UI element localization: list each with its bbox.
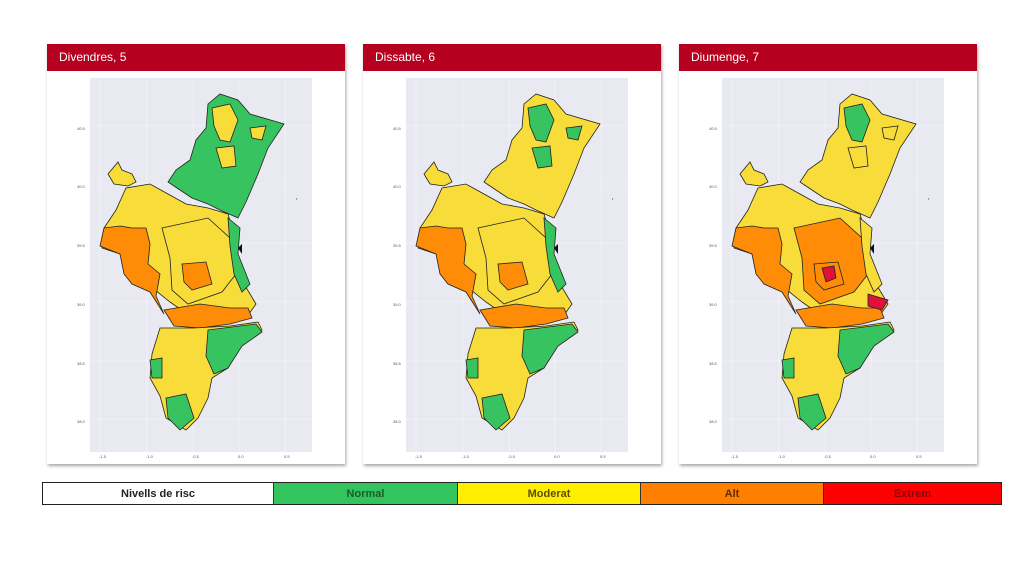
map-region-extreme [821,265,889,311]
panel-day-title: Dissabte, 6 [363,44,661,71]
map-region-north_extra [215,125,267,169]
map-region-island [107,161,137,187]
x-tick-label: -0.5 [192,454,199,459]
y-tick-label: 40.5 [77,126,85,131]
svg-text:r: r [612,196,614,201]
x-tick-label: 0.0 [238,454,244,459]
map-region-west_big [731,225,797,315]
valencia-map: r [406,78,628,452]
map-region-center_hot [181,261,213,291]
valencia-map: r [90,78,312,452]
y-tick-label: 40.0 [709,184,717,189]
x-tick-label: 0.5 [600,454,606,459]
y-tick-label: 39.5 [393,243,401,248]
forecast-map-panel-2: Dissabte, 6 [363,44,661,464]
x-tick-label: 0.5 [916,454,922,459]
y-tick-label: 39.0 [77,302,85,307]
risk-map-plot: r [90,78,312,452]
y-tick-label: 40.5 [709,126,717,131]
svg-text:r: r [928,196,930,201]
x-tick-label: -1.0 [778,454,785,459]
map-region-north_inner [843,103,871,143]
x-tick-label: -1.5 [99,454,106,459]
legend-moderat: Moderat [458,483,641,504]
y-tick-label: 38.5 [393,361,401,366]
map-region-center [161,217,237,305]
x-tick-label: -0.5 [824,454,831,459]
valencia-map: r [722,78,944,452]
map-region-south_green [465,323,579,431]
x-tick-label: -1.0 [462,454,469,459]
panel-day-title: Divendres, 5 [47,44,345,71]
y-tick-label: 39.5 [709,243,717,248]
y-tick-label: 39.0 [709,302,717,307]
map-region-south_band [479,303,569,329]
legend-extrem: Extrem [824,483,1001,504]
map-region-north_extra [847,125,899,169]
x-tick-label: -0.5 [508,454,515,459]
y-tick-label: 38.5 [709,361,717,366]
map-region-east_coast [859,217,883,293]
x-tick-label: 0.0 [870,454,876,459]
y-tick-label: 40.5 [393,126,401,131]
map-region-north_inner [211,103,239,143]
legend-normal: Normal [274,483,458,504]
legend-alt: Alt [641,483,824,504]
y-tick-label: 40.0 [393,184,401,189]
y-tick-label: 38.0 [393,419,401,424]
map-region-south_green [149,323,263,431]
x-tick-label: -1.0 [146,454,153,459]
map-region-center [477,217,553,305]
map-region-north_extra [531,125,583,169]
x-tick-label: -1.5 [731,454,738,459]
x-tick-label: -1.5 [415,454,422,459]
forecast-map-panel-1: Divendres, 5 [47,44,345,464]
svg-text:r: r [296,196,298,201]
risk-map-plot: r [722,78,944,452]
map-region-west_big [99,225,165,315]
risk-legend: Nivells de risc Normal Moderat Alt Extre… [42,482,1002,505]
map-region-island [739,161,769,187]
map-region-center_hot [497,261,529,291]
map-region-island [423,161,453,187]
map-region-west_big [415,225,481,315]
y-tick-label: 38.5 [77,361,85,366]
risk-map-plot: r [406,78,628,452]
legend-title: Nivells de risc [43,483,274,504]
map-region-east_coast [543,217,567,293]
map-region-north_inner [527,103,555,143]
map-region-south_band [795,303,885,329]
map-region-east_coast [227,217,251,293]
y-tick-label: 39.5 [77,243,85,248]
y-tick-label: 39.0 [393,302,401,307]
y-tick-label: 38.0 [77,419,85,424]
y-tick-label: 38.0 [709,419,717,424]
forecast-map-panel-3: Diumenge, 7 [679,44,977,464]
panel-day-title: Diumenge, 7 [679,44,977,71]
map-region-center [793,217,869,305]
y-tick-label: 40.0 [77,184,85,189]
map-region-south_band [163,303,253,329]
x-tick-label: 0.5 [284,454,290,459]
x-tick-label: 0.0 [554,454,560,459]
map-region-south_green [781,323,895,431]
